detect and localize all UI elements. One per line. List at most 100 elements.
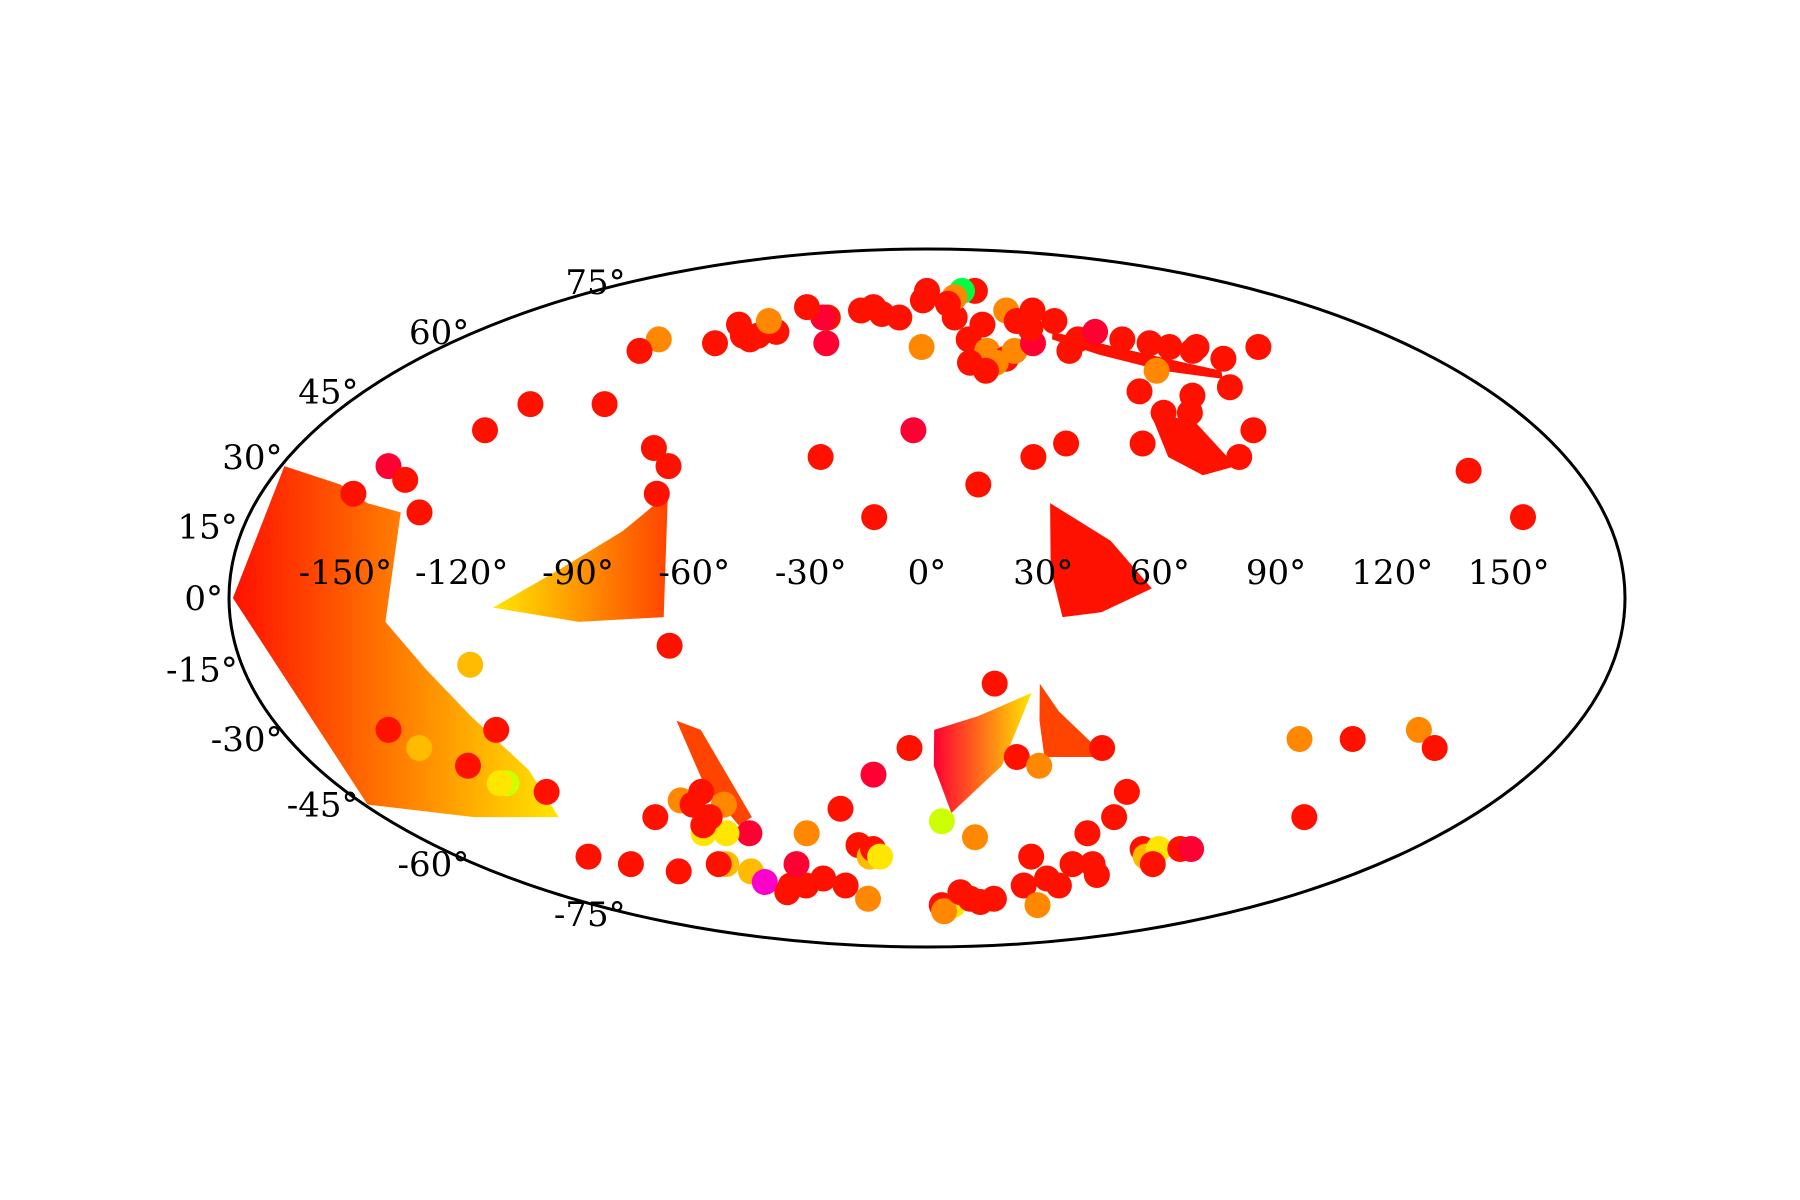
data-point (1421, 735, 1448, 761)
data-point (900, 417, 927, 444)
data-point (517, 391, 544, 418)
data-point (1240, 417, 1267, 444)
lon-tick-label: -120° (415, 553, 508, 593)
data-point (472, 417, 498, 444)
data-point (340, 480, 367, 507)
data-point (656, 632, 683, 659)
data-point (1026, 752, 1053, 779)
lon-tick-label: 30° (1013, 553, 1073, 593)
region-mid-west-fan (492, 493, 668, 622)
data-point (690, 812, 717, 839)
region-central-asia-patch (1150, 412, 1236, 476)
data-point (1010, 872, 1037, 899)
data-point (1041, 308, 1068, 334)
globe-outline (227, 247, 1627, 949)
data-point (965, 471, 992, 498)
data-point (908, 334, 935, 360)
data-point (575, 843, 602, 870)
lon-tick-label: -60° (658, 553, 730, 593)
latitude-tick-labels: 75° 60° 45° 30° 15° 0° -15° -30°-45° -60° -75° (166, 263, 626, 935)
data-point (645, 326, 672, 353)
lat-tick-label: 15° (178, 508, 238, 548)
data-point (1024, 892, 1051, 919)
data-point (783, 851, 810, 878)
data-point (972, 357, 999, 384)
data-point (1210, 345, 1237, 372)
data-point (1003, 744, 1030, 770)
data-point (726, 311, 752, 338)
lat-tick-label: -60° (398, 845, 470, 885)
data-point (640, 435, 667, 461)
data-point (457, 651, 484, 678)
data-point (931, 898, 958, 925)
data-point (406, 735, 433, 761)
data-point (736, 820, 763, 847)
data-point (1178, 836, 1205, 862)
data-point (1245, 334, 1272, 360)
data-point (688, 778, 715, 805)
data-point (617, 851, 644, 878)
data-point (665, 858, 692, 885)
data-point (1136, 330, 1163, 357)
lat-tick-label: 30° (222, 438, 282, 478)
data-point (1291, 804, 1318, 831)
data-point (406, 499, 433, 526)
data-point (643, 480, 670, 507)
data-point (1045, 872, 1072, 899)
data-point (886, 304, 913, 331)
data-point (1129, 430, 1156, 457)
data-point (1018, 843, 1045, 870)
lat-tick-label: -45° (287, 786, 359, 826)
data-point (392, 466, 419, 493)
data-point (962, 824, 988, 851)
data-point (1405, 716, 1432, 743)
data-point (914, 277, 940, 304)
data-point (1019, 297, 1046, 324)
data-point (642, 804, 669, 831)
data-point (1455, 457, 1482, 484)
data-point (655, 453, 682, 480)
data-point (1139, 851, 1166, 878)
data-point (705, 851, 732, 878)
lat-tick-label: -75° (554, 895, 626, 935)
data-point (1082, 318, 1109, 345)
data-point (1156, 334, 1183, 360)
lon-tick-label: -30° (775, 553, 847, 593)
data-point (1059, 851, 1086, 878)
lon-tick-label: 120° (1351, 553, 1433, 593)
data-point (896, 735, 923, 761)
data-point (755, 308, 782, 334)
region-south-atlantic-wedge (933, 692, 1032, 813)
longitude-tick-labels: -150° -120° -90° -60° -30° 0° 30° 60° 90° 120° 150… (299, 553, 1550, 593)
data-point (483, 716, 510, 743)
region-east-africa-wedge (1050, 503, 1152, 618)
lat-tick-label: 45° (298, 372, 358, 412)
data-point (455, 752, 481, 779)
data-point (713, 820, 740, 847)
data-point (793, 820, 820, 847)
lon-tick-label: -90° (542, 553, 614, 593)
data-point (860, 761, 887, 788)
data-point (702, 330, 728, 357)
data-point (1179, 337, 1206, 364)
lon-tick-label: 60° (1130, 553, 1190, 593)
data-point (375, 716, 402, 743)
data-point (1226, 444, 1253, 470)
data-point (807, 444, 834, 470)
lat-tick-label: 60° (409, 313, 469, 353)
data-points (340, 277, 1536, 925)
data-point (980, 885, 1007, 912)
data-point (827, 795, 854, 822)
data-point (934, 290, 961, 317)
data-point (1126, 378, 1153, 405)
data-point (1113, 778, 1140, 805)
data-point (1020, 444, 1047, 470)
data-point (1056, 337, 1083, 364)
data-point (969, 311, 996, 338)
data-point (626, 337, 653, 364)
data-point (533, 778, 560, 805)
region-madagascar-wedge (1039, 683, 1107, 757)
data-point (855, 885, 881, 912)
region-west-limb-fan (232, 466, 559, 818)
